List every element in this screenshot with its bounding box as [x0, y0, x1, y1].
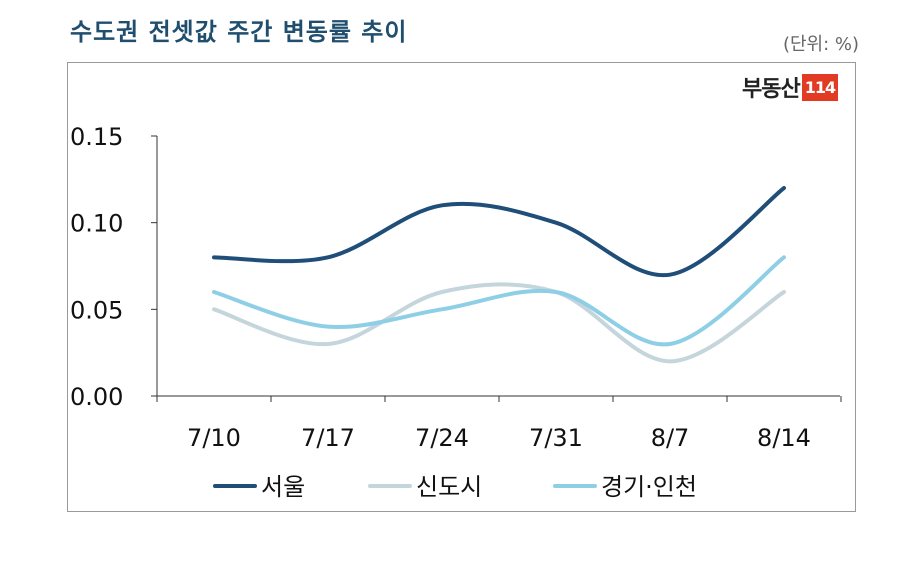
unit-label: (단위: %): [782, 34, 859, 55]
brand-logo: 부동산 114: [742, 72, 839, 102]
series-line-0: [212, 186, 786, 278]
x-tick-label: 8/14: [757, 424, 811, 452]
x-tick-label: 7/17: [301, 424, 355, 452]
legend-label-2: 경기·인천: [601, 473, 697, 501]
y-tick-label: 0.10: [70, 210, 123, 238]
logo-text: 부동산: [742, 77, 801, 102]
x-tick-label: 8/7: [651, 424, 690, 452]
series-line-1: [212, 282, 786, 364]
y-tick-label: 0.15: [70, 123, 123, 151]
legend-label-0: 서울: [261, 473, 305, 501]
logo-box: 114: [801, 73, 839, 101]
x-tick-label: 7/10: [187, 424, 241, 452]
x-tick-label: 7/31: [529, 424, 583, 452]
chart-series: [212, 186, 786, 364]
x-tick-label: 7/24: [415, 424, 469, 452]
y-tick-label: 0.05: [70, 296, 123, 324]
series-line-2: [212, 255, 786, 347]
chart-axes: 0.00 0.05 0.10 0.15 7/10 7/17 7/24 7/31 8/7 8/14: [70, 123, 842, 452]
chart-frame: [67, 62, 856, 512]
y-tick-label: 0.00: [70, 383, 123, 411]
chart-title: 수도권 전셋값 주간 변동률 추이: [70, 18, 408, 46]
legend-label-1: 신도시: [416, 473, 482, 501]
chart-legend: 서울 신도시 경기·인천: [213, 473, 697, 501]
